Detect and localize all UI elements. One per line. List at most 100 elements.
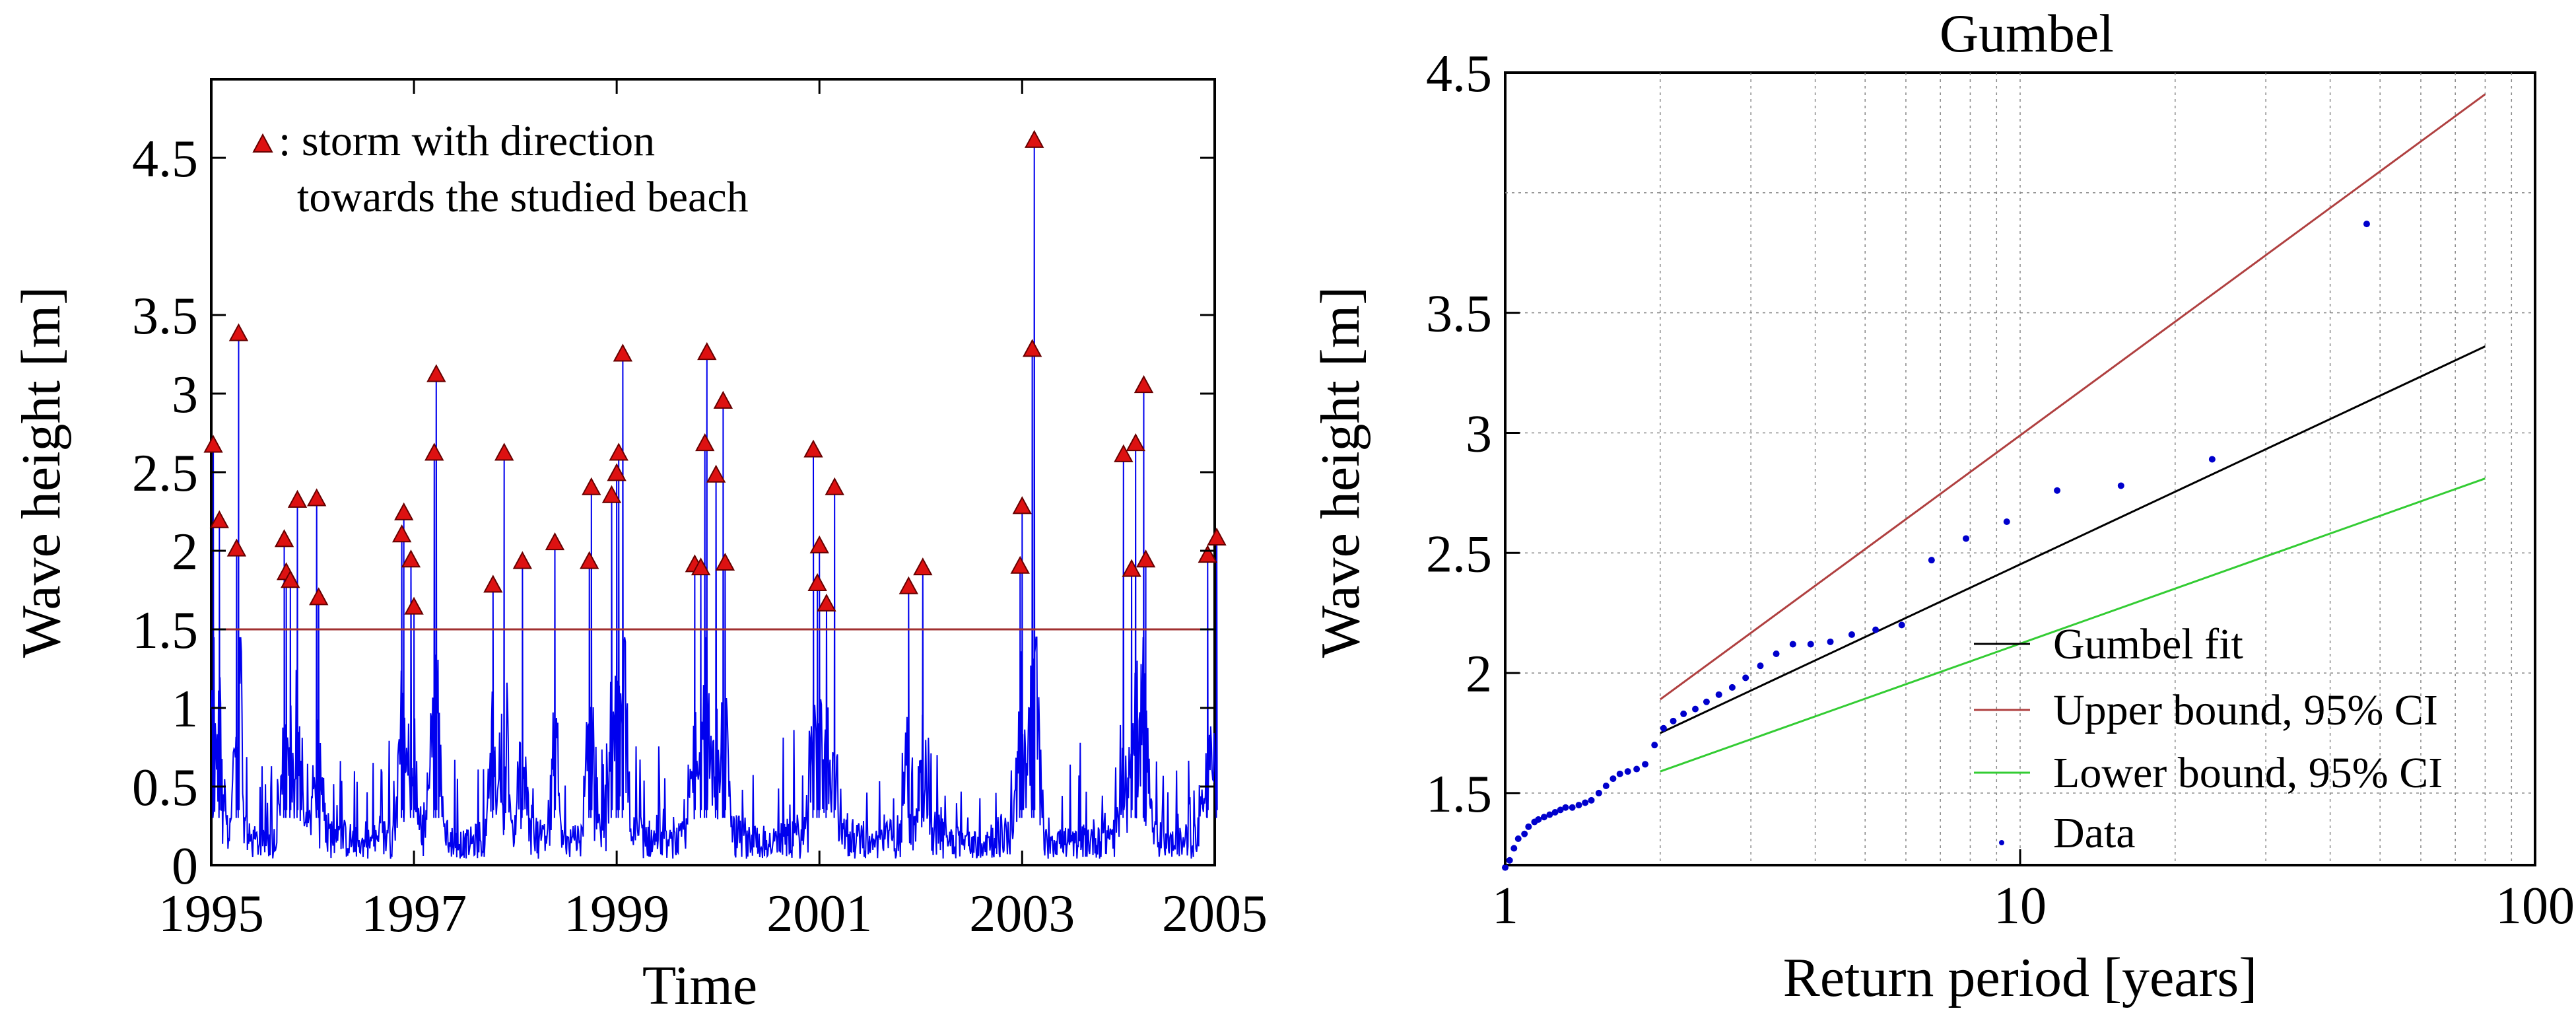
- storm-marker: [287, 489, 308, 508]
- storm-marker: [494, 442, 514, 461]
- data-point: [1521, 830, 1528, 837]
- data-point: [1872, 626, 1880, 633]
- legend-label-data: Data: [2053, 809, 2136, 857]
- storm-marker: [226, 538, 247, 557]
- left-xtick-label: 1997: [361, 885, 467, 943]
- storm-marker: [209, 510, 229, 528]
- data-point: [1551, 809, 1559, 816]
- annotation-line2: towards the studied beach: [297, 173, 749, 221]
- left-wave-series: [211, 140, 1218, 859]
- storm-marker: [404, 596, 424, 615]
- lower-bound-line: [1660, 477, 2486, 773]
- left-x-axis-label: Time: [642, 955, 757, 1016]
- data-point: [1703, 698, 1710, 705]
- data-point: [2117, 482, 2124, 489]
- left-chart: 0 0.5 1 1.5 2 2.5 3 3.5 4.5 1995 1997 1999 2001 2003…: [11, 78, 1268, 1016]
- legend-label-lower: Lower bound, 95% CI: [2053, 749, 2443, 797]
- left-y-axis: 0 0.5 1 1.5 2 2.5 3 3.5 4.5: [132, 130, 1215, 896]
- data-point: [1757, 662, 1764, 670]
- right-ytick-label: 2: [1466, 645, 1492, 703]
- storm-marker: [609, 442, 628, 461]
- data-point: [1525, 823, 1532, 830]
- storm-marker: [715, 552, 735, 571]
- storm-marker: [203, 435, 223, 453]
- data-point: [1962, 535, 1969, 542]
- right-ytick-label: 2.5: [1426, 525, 1492, 583]
- data-point: [1691, 705, 1699, 713]
- storm-marker: [607, 463, 627, 481]
- left-ytick-label: 4.5: [132, 130, 198, 188]
- right-xtick-label: 100: [2495, 877, 2575, 935]
- data-point: [1680, 710, 1687, 717]
- right-y-axis: 1.5 2 2.5 3 3.5 4.5: [1426, 45, 1520, 824]
- data-point: [1582, 799, 1589, 806]
- storm-marker: [1198, 545, 1217, 563]
- storm-marker: [825, 477, 844, 495]
- storm-marker: [697, 342, 717, 361]
- right-y-axis-label: Wave height [m]: [1310, 287, 1371, 658]
- storm-marker: [391, 524, 412, 543]
- storm-marker: [274, 529, 294, 547]
- storm-marker: [545, 532, 565, 551]
- right-data-points: [1502, 221, 2370, 871]
- left-ytick-label: 0.5: [132, 759, 198, 817]
- left-ytick-label: 2.5: [132, 444, 198, 503]
- data-point: [1602, 783, 1610, 789]
- storm-marker: [613, 343, 633, 362]
- data-point: [1789, 641, 1796, 648]
- legend-label-fit: Gumbel fit: [2053, 620, 2243, 668]
- data-point: [1562, 804, 1569, 811]
- right-ytick-label: 3.5: [1426, 285, 1492, 343]
- storm-marker: [401, 549, 421, 568]
- data-point: [2363, 221, 2370, 228]
- left-xtick-label: 2001: [766, 885, 872, 943]
- storm-marker: [306, 488, 327, 507]
- legend-label-upper: Upper bound, 95% CI: [2053, 686, 2438, 734]
- data-point: [1514, 835, 1522, 842]
- storm-marker: [582, 477, 601, 495]
- storm-marker: [1134, 375, 1154, 394]
- data-point: [1569, 804, 1576, 811]
- right-xtick-label: 10: [1994, 877, 2047, 935]
- left-ytick-label: 3: [172, 366, 198, 424]
- data-point: [1773, 650, 1780, 657]
- right-xtick-label: 1: [1492, 877, 1518, 935]
- storm-marker: [394, 502, 414, 520]
- storm-marker: [695, 433, 715, 452]
- data-point: [1575, 802, 1582, 809]
- storm-marker: [1025, 129, 1044, 148]
- left-xtick-label: 2003: [969, 885, 1075, 943]
- storm-marker: [512, 551, 533, 569]
- storm-marker: [1010, 555, 1030, 574]
- left-plot-area: [203, 129, 1227, 859]
- left-ytick-label: 1: [172, 680, 198, 738]
- storm-marker: [1012, 496, 1032, 514]
- storm-marker: [713, 390, 733, 409]
- storm-marker: [483, 575, 503, 593]
- storm-marker: [424, 442, 444, 461]
- storm-marker: [228, 323, 249, 341]
- storm-marker: [1022, 339, 1042, 357]
- right-ytick-label: 3: [1466, 405, 1492, 463]
- storm-marker: [580, 551, 599, 569]
- left-y-axis-label: Wave height [m]: [11, 287, 72, 658]
- storm-marker-legend-icon: [252, 133, 273, 153]
- data-point: [1848, 631, 1855, 638]
- right-ytick-label: 4.5: [1426, 45, 1492, 103]
- data-point: [2208, 456, 2216, 463]
- right-x-axis: 1 10 100: [1492, 849, 2575, 935]
- data-point: [1616, 770, 1623, 777]
- annotation-line1: : storm with direction: [279, 117, 655, 165]
- right-chart-title: Gumbel: [1940, 3, 2114, 63]
- right-x-axis-label: Return period [years]: [1783, 947, 2257, 1008]
- storm-marker: [1126, 433, 1145, 452]
- data-point: [1633, 765, 1641, 773]
- left-xtick-label: 1995: [158, 885, 264, 943]
- upper-bound-line: [1659, 93, 2486, 701]
- left-xtick-label: 2005: [1162, 885, 1268, 943]
- storm-marker: [913, 557, 933, 576]
- data-point: [1595, 789, 1602, 796]
- storm-marker: [803, 439, 823, 458]
- storm-marker: [898, 576, 919, 594]
